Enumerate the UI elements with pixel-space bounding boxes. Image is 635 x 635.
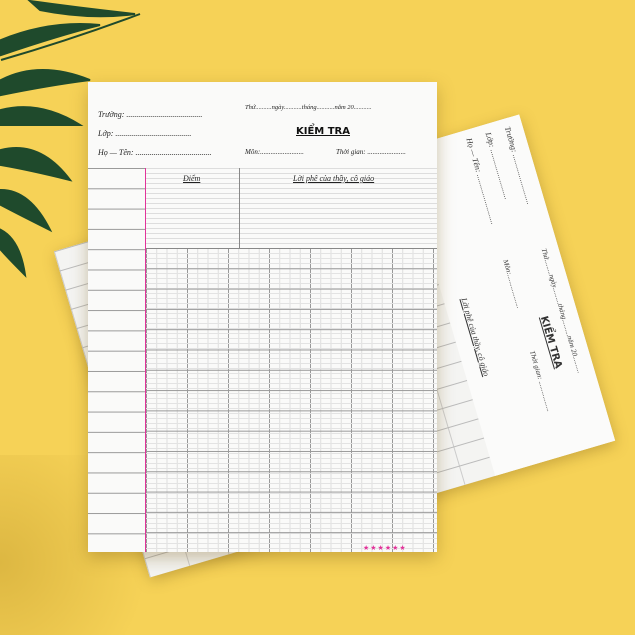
palm-leaf — [0, 0, 141, 278]
back-title: KIỂM TRA — [537, 314, 564, 370]
school-label: Trường: ................................… — [98, 110, 203, 119]
score-header: Điểm — [183, 174, 201, 183]
sheet-title: KIỂM TRA — [296, 126, 350, 137]
left-margin-area — [88, 168, 145, 552]
stars-decoration: ★★★★★★ — [363, 544, 407, 552]
class-label: Lớp: ...................................… — [98, 129, 192, 138]
back-date-line: Thứ.........ngày..........tháng.........… — [539, 247, 584, 374]
writing-grid — [88, 248, 437, 552]
time-label: Thời gian: ...................... — [336, 148, 406, 156]
subject-label: Môn:......................... — [245, 148, 304, 156]
comment-header: Lời phê của thầy, cô giáo — [293, 174, 375, 183]
box-divider — [239, 168, 240, 248]
score-comment-box — [88, 168, 437, 249]
back-subject-label: Môn:.................... — [501, 258, 524, 310]
back-comment-header: Lời phê của thầy, cô giáo — [459, 296, 491, 378]
name-label: Họ — Tên: ..............................… — [98, 148, 212, 157]
date-line: Thứ..........ngày...........tháng.......… — [245, 104, 372, 111]
front-exam-sheet: Trường: ................................… — [88, 82, 437, 552]
margin-line — [145, 168, 146, 552]
